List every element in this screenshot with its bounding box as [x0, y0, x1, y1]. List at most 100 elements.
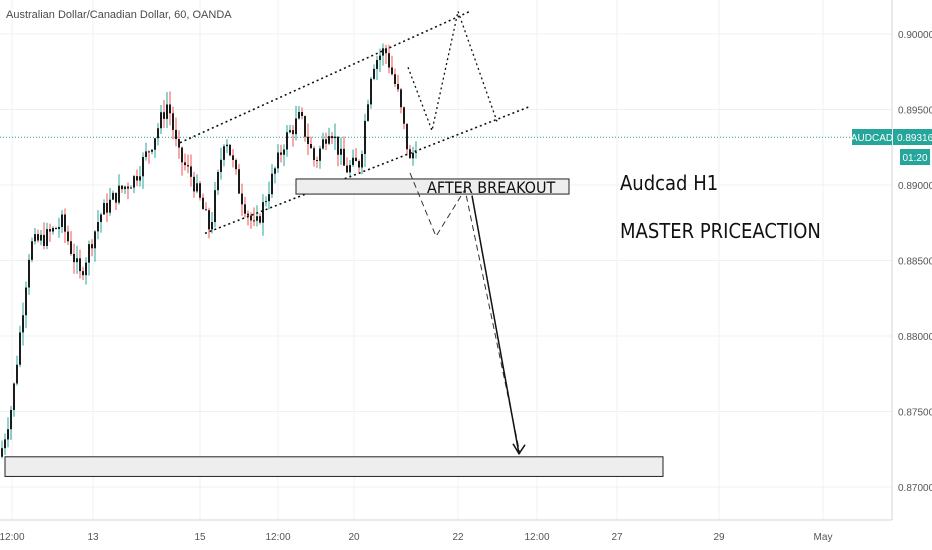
breakout-zone — [295, 178, 570, 195]
candle-body — [217, 171, 219, 191]
target-zone — [4, 456, 664, 477]
candle-body — [25, 287, 27, 316]
candle-body — [316, 160, 318, 162]
candle-body — [265, 201, 267, 203]
candle-body — [313, 148, 315, 161]
candle-body — [373, 68, 375, 79]
candle-body — [79, 258, 81, 272]
candle-body — [64, 214, 66, 232]
candle-body — [10, 409, 12, 430]
candle-body — [19, 332, 21, 365]
candle-body — [223, 146, 225, 160]
candle-body — [151, 149, 153, 152]
time-tick-label: 13 — [87, 532, 99, 543]
current-price-tag: 0.89316 — [893, 129, 932, 145]
candle-body — [367, 104, 369, 121]
time-tick-label: 12:00 — [524, 532, 549, 543]
candle-body — [271, 173, 273, 195]
time-tick-label: 12:00 — [265, 532, 290, 543]
candle-body — [160, 112, 162, 129]
candle-body — [100, 214, 102, 223]
candle-body — [88, 244, 90, 263]
candle-body — [181, 147, 183, 163]
channel-upper-line — [179, 10, 471, 144]
breakdown-arrow-head — [512, 443, 526, 456]
candle-body — [250, 215, 252, 221]
candle-body — [103, 202, 105, 215]
note-subtitle[interactable]: MASTER PRICEACTION — [620, 219, 821, 243]
candle-body — [283, 149, 285, 155]
candle-body — [4, 439, 6, 449]
candle-body — [193, 176, 195, 192]
candle-body — [43, 234, 45, 246]
price-tick-label: 0.87000 — [898, 483, 932, 494]
symbol-tag-text: AUDCAD — [851, 133, 893, 144]
candle-body — [331, 136, 333, 139]
candle-body — [415, 151, 417, 153]
candles — [1, 43, 417, 459]
candle-body — [253, 220, 255, 222]
countdown-value: 01:20 — [902, 153, 927, 164]
candle-body — [388, 53, 390, 68]
candle-body — [394, 74, 396, 85]
candle-body — [112, 192, 114, 200]
candle-body — [106, 202, 108, 213]
chart-drawings[interactable] — [4, 8, 664, 477]
price-tick-label: 0.90000 — [898, 30, 932, 41]
chart-title: Australian Dollar/Canadian Dollar, 60, O… — [6, 9, 232, 21]
candle-body — [355, 157, 357, 162]
channel-lower-line — [204, 105, 531, 235]
candle-body — [187, 165, 189, 167]
current-price-tag-bg — [893, 129, 932, 145]
candle-body — [85, 262, 87, 276]
candle-body — [145, 151, 147, 158]
candle-body — [229, 144, 231, 156]
candle-body — [76, 258, 78, 263]
time-tick-label: 12:00 — [0, 532, 25, 543]
candle-body — [157, 128, 159, 139]
candle-body — [376, 59, 378, 69]
candle-body — [349, 165, 351, 173]
note-title[interactable]: Audcad H1 — [620, 171, 718, 195]
candle-body — [130, 187, 132, 189]
candle-body — [166, 104, 168, 119]
candle-body — [127, 186, 129, 189]
candle-body — [115, 192, 117, 203]
breakout-label[interactable]: AFTER BREAKOUT — [427, 178, 556, 197]
candle-body — [403, 107, 405, 124]
candle-body — [220, 159, 222, 172]
candle-body — [385, 48, 387, 54]
chart-axes — [0, 0, 893, 521]
time-tick-label: 29 — [713, 532, 725, 543]
candle-body — [406, 123, 408, 150]
candle-body — [262, 202, 264, 223]
candle-body — [190, 166, 192, 177]
time-axis[interactable]: 12:00 13 15 12:00 20 22 12:00 27 29 May — [0, 532, 832, 543]
candle-body — [346, 165, 348, 173]
current-price-value: 0.89316 — [897, 133, 932, 144]
candle-body — [46, 229, 48, 246]
candle-body — [109, 199, 111, 213]
candle-body — [82, 271, 84, 276]
candle-body — [208, 210, 210, 230]
symbol-tag[interactable]: AUDCAD — [851, 129, 893, 145]
candle-body — [196, 183, 198, 192]
candle-body — [409, 149, 411, 159]
candle-body — [139, 176, 141, 181]
symbol-tag-bg — [852, 129, 892, 145]
candle-body — [334, 136, 336, 139]
candle-body — [61, 214, 63, 228]
candle-body — [148, 151, 150, 153]
candle-body — [124, 186, 126, 190]
candle-body — [301, 111, 303, 117]
candle-body — [307, 136, 309, 144]
candle-body — [238, 169, 240, 194]
candle-body — [184, 162, 186, 166]
candle-body — [40, 234, 42, 241]
time-tick-label: 20 — [348, 532, 360, 543]
price-axis[interactable]: 0.90000 0.89500 0.89000 0.88500 0.88000 0.875… — [898, 30, 932, 494]
candle-body — [292, 130, 294, 135]
candle-body — [91, 244, 93, 249]
candle-body — [169, 104, 171, 114]
